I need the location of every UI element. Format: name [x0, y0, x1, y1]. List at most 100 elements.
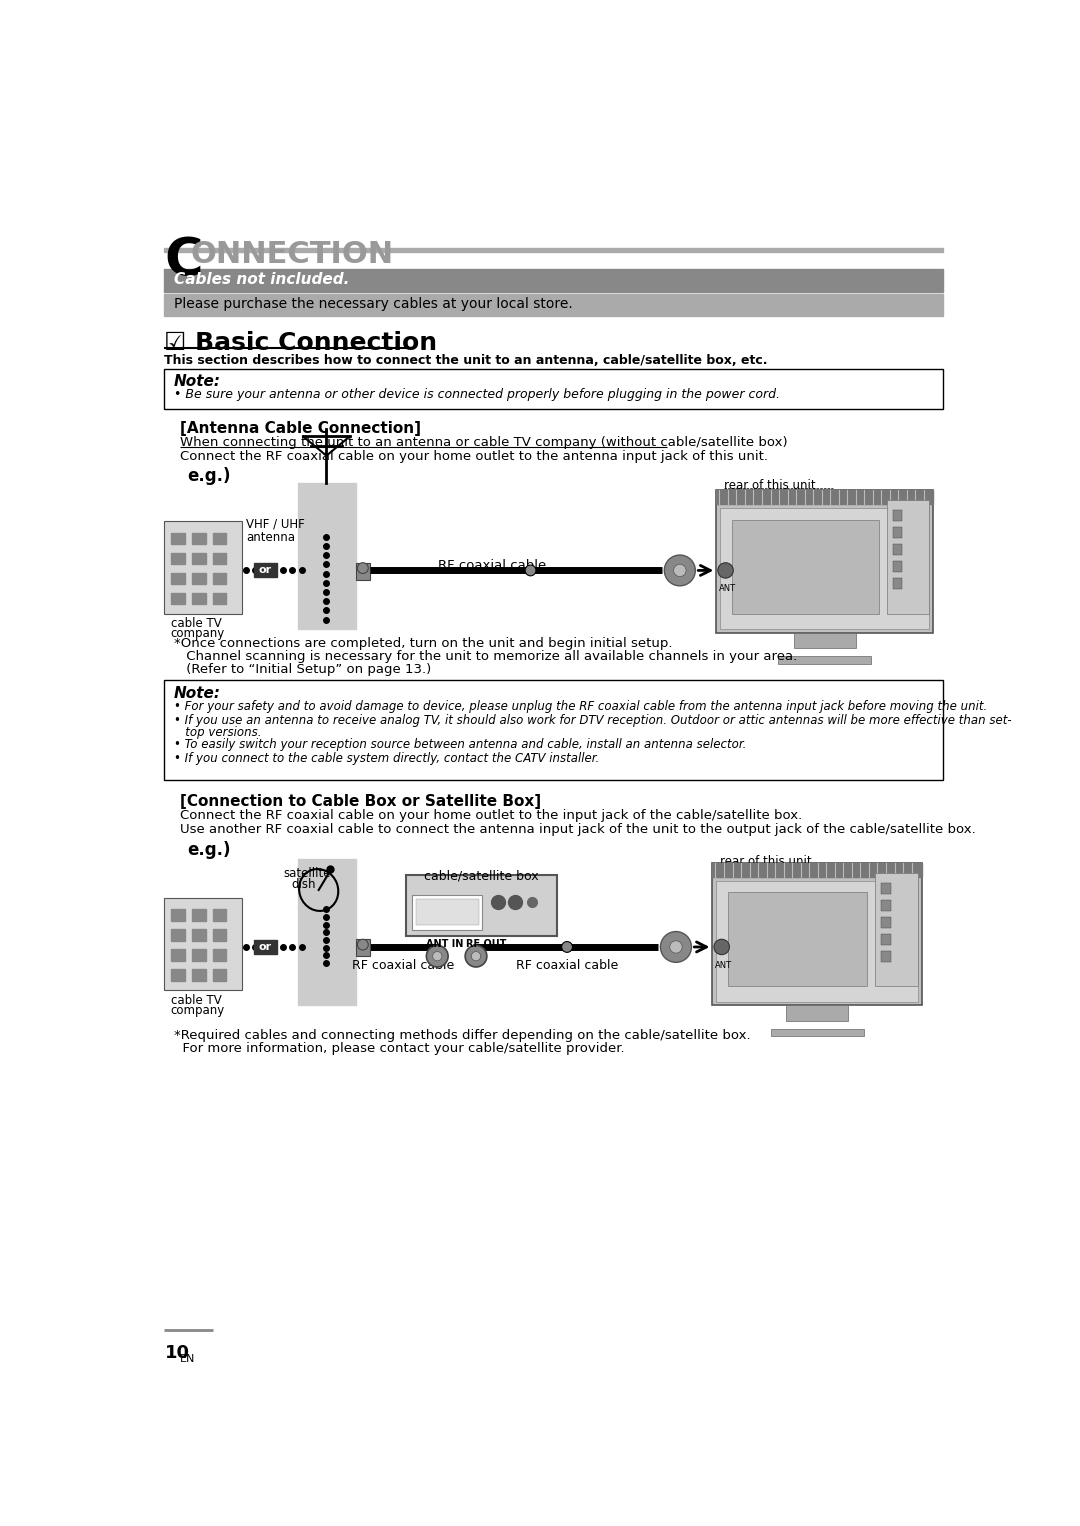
Text: top versions.: top versions.: [174, 726, 261, 739]
Circle shape: [465, 946, 487, 967]
Bar: [881, 917, 891, 928]
Bar: [893, 545, 902, 555]
Bar: [164, 369, 943, 409]
Bar: [893, 510, 902, 522]
Bar: [732, 520, 879, 613]
Text: ANT: ANT: [715, 961, 732, 971]
Bar: [298, 859, 356, 1006]
Text: *Once connections are completed, turn on the unit and begin initial setup.: *Once connections are completed, turn on…: [174, 636, 672, 650]
Text: e.g.): e.g.): [188, 841, 231, 859]
Bar: [191, 949, 205, 961]
Circle shape: [427, 946, 448, 967]
Text: 10: 10: [164, 1344, 189, 1363]
Bar: [213, 909, 227, 920]
Bar: [716, 490, 933, 504]
Circle shape: [357, 563, 368, 574]
Bar: [213, 929, 227, 942]
Text: EN: EN: [180, 1354, 195, 1364]
Bar: [786, 1006, 848, 1021]
Bar: [213, 572, 227, 584]
Bar: [191, 533, 205, 545]
Text: Channel scanning is necessary for the unit to memorize all available channels in: Channel scanning is necessary for the un…: [181, 650, 797, 662]
Bar: [881, 934, 891, 945]
Bar: [213, 533, 227, 545]
Text: dish: dish: [292, 877, 316, 891]
Bar: [298, 482, 356, 629]
Bar: [164, 679, 943, 780]
Bar: [887, 501, 930, 613]
Text: ONNECTION: ONNECTION: [191, 240, 394, 269]
Text: VHF / UHF: VHF / UHF: [246, 517, 305, 531]
Circle shape: [471, 952, 481, 961]
Bar: [713, 864, 921, 1006]
Bar: [164, 270, 943, 293]
Bar: [413, 896, 482, 929]
Bar: [893, 528, 902, 539]
Bar: [716, 490, 933, 633]
Bar: [881, 900, 891, 911]
Bar: [213, 949, 227, 961]
Bar: [164, 522, 242, 613]
Text: • Be sure your antenna or other device is connected properly before plugging in : • Be sure your antenna or other device i…: [174, 388, 780, 401]
Bar: [893, 578, 902, 589]
Text: rear of this unit: rear of this unit: [724, 479, 815, 491]
Text: ☑ Basic Connection: ☑ Basic Connection: [164, 331, 437, 356]
Circle shape: [718, 563, 733, 578]
Text: Please purchase the necessary cables at your local store.: Please purchase the necessary cables at …: [174, 298, 572, 311]
Text: cable/satellite box: cable/satellite box: [424, 870, 539, 882]
Bar: [254, 563, 276, 577]
Bar: [191, 969, 205, 981]
Text: ANT IN: ANT IN: [426, 940, 463, 949]
Text: ANT: ANT: [718, 584, 735, 594]
Bar: [164, 897, 242, 990]
Text: company: company: [171, 627, 225, 641]
Bar: [191, 592, 205, 604]
Text: • If you connect to the cable system directly, contact the CATV installer.: • If you connect to the cable system dir…: [174, 752, 599, 765]
Text: • If you use an antenna to receive analog TV, it should also work for DTV recept: • If you use an antenna to receive analo…: [174, 714, 1011, 726]
Circle shape: [661, 931, 691, 963]
Bar: [881, 951, 891, 961]
Bar: [191, 929, 205, 942]
Bar: [713, 864, 921, 877]
Text: (Refer to “Initial Setup” on page 13.): (Refer to “Initial Setup” on page 13.): [181, 662, 431, 676]
Bar: [770, 1029, 864, 1036]
Text: cable TV: cable TV: [171, 993, 221, 1007]
Text: or: or: [258, 566, 272, 575]
Bar: [213, 552, 227, 565]
Bar: [720, 508, 930, 629]
Text: Note:: Note:: [174, 374, 220, 389]
Bar: [356, 563, 369, 580]
Text: Use another RF coaxial cable to connect the antenna input jack of the unit to th: Use another RF coaxial cable to connect …: [180, 823, 975, 836]
Text: rear of this unit: rear of this unit: [720, 856, 812, 868]
Bar: [171, 969, 185, 981]
Circle shape: [562, 942, 572, 952]
Text: Connect the RF coaxial cable on your home outlet to the input jack of the cable/: Connect the RF coaxial cable on your hom…: [180, 809, 802, 823]
Bar: [213, 969, 227, 981]
Bar: [779, 656, 872, 664]
Text: • To easily switch your reception source between antenna and cable, install an a: • To easily switch your reception source…: [174, 739, 746, 751]
Bar: [406, 874, 557, 935]
Bar: [716, 881, 918, 1001]
Text: RF coaxial cable: RF coaxial cable: [438, 559, 546, 572]
Bar: [171, 929, 185, 942]
Text: • For your safety and to avoid damage to device, please unplug the RF coaxial ca: • For your safety and to avoid damage to…: [174, 700, 987, 713]
Bar: [191, 552, 205, 565]
Bar: [171, 909, 185, 920]
Bar: [171, 552, 185, 565]
Text: [Connection to Cable Box or Satellite Box]: [Connection to Cable Box or Satellite Bo…: [180, 794, 541, 809]
Circle shape: [714, 940, 729, 955]
Text: *Required cables and connecting methods differ depending on the cable/satellite : *Required cables and connecting methods …: [174, 1029, 751, 1042]
Circle shape: [525, 565, 536, 575]
Bar: [356, 940, 369, 957]
Circle shape: [674, 565, 686, 577]
Text: Cables not included.: Cables not included.: [174, 272, 349, 287]
Bar: [254, 940, 276, 954]
Bar: [164, 247, 943, 252]
Text: [Antenna Cable Connection]: [Antenna Cable Connection]: [180, 421, 421, 436]
Bar: [164, 295, 943, 316]
Bar: [171, 533, 185, 545]
Circle shape: [664, 555, 696, 586]
Circle shape: [357, 940, 368, 951]
Bar: [893, 562, 902, 572]
Bar: [213, 592, 227, 604]
